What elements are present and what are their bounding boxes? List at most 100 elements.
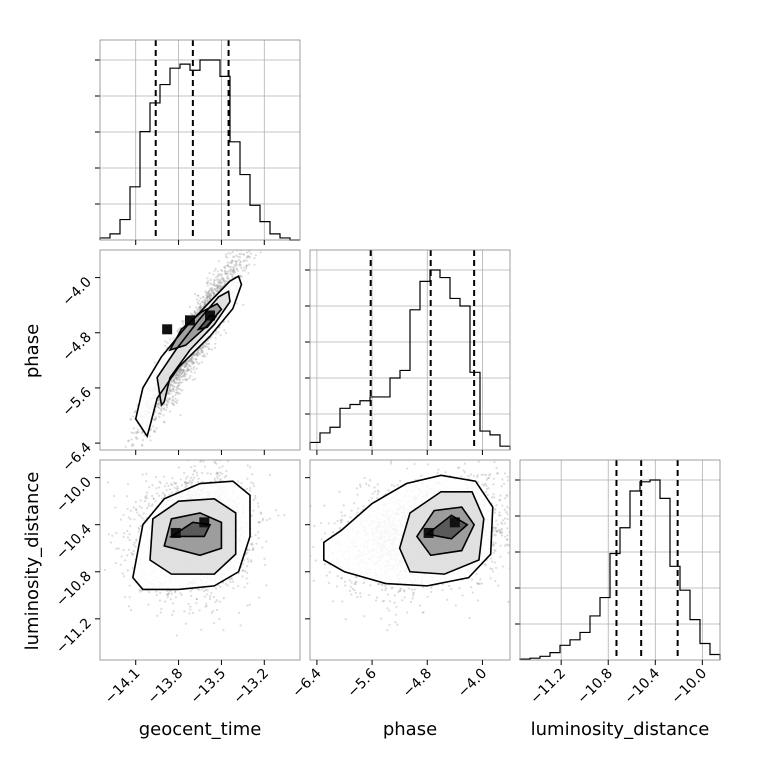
scatter-point xyxy=(244,267,248,270)
scatter-point xyxy=(176,330,180,333)
scatter-point xyxy=(130,438,133,441)
scatter-point xyxy=(160,409,163,412)
scatter-point xyxy=(222,276,225,280)
scatter-point xyxy=(174,374,177,377)
scatter-point xyxy=(203,300,206,303)
scatter-point xyxy=(196,480,199,484)
scatter-point xyxy=(187,364,190,367)
scatter-point xyxy=(250,481,253,484)
scatter-point xyxy=(227,252,230,255)
density-peak-0-2 xyxy=(185,315,195,326)
scatter-point xyxy=(185,482,188,485)
scatter-point xyxy=(202,295,205,298)
scatter-point xyxy=(174,397,177,400)
scatter-point xyxy=(179,376,183,379)
scatter-point xyxy=(249,242,251,244)
scatter-point xyxy=(181,369,185,373)
scatter-point xyxy=(206,296,209,299)
scatter-point xyxy=(167,401,170,404)
scatter-point xyxy=(212,292,215,295)
scatter-point xyxy=(173,389,176,392)
scatter-point xyxy=(215,472,218,475)
scatter-point xyxy=(113,494,116,498)
scatter-point xyxy=(195,598,198,601)
scatter-point xyxy=(169,389,172,393)
scatter-point xyxy=(256,531,260,534)
scatter-point xyxy=(167,484,170,488)
scatter-point xyxy=(178,374,181,377)
scatter-point xyxy=(217,280,220,284)
scatter-point xyxy=(213,292,216,295)
scatter-point xyxy=(153,361,156,364)
scatter-point xyxy=(224,331,228,335)
scatter-point xyxy=(196,352,199,355)
scatter-point xyxy=(258,596,261,599)
scatter-point xyxy=(216,472,219,475)
x-tick-label-luminosity_distance-3: −10.0 xyxy=(669,666,711,708)
scatter-point xyxy=(119,518,122,521)
scatter-point xyxy=(245,265,248,268)
scatter-point xyxy=(232,267,235,270)
scatter-point xyxy=(203,465,206,468)
scatter-point xyxy=(214,587,218,590)
scatter-point xyxy=(184,477,188,480)
scatter-point xyxy=(247,255,250,258)
scatter-point xyxy=(182,369,185,372)
scatter-point xyxy=(177,384,180,388)
scatter-point xyxy=(163,403,166,406)
scatter-point xyxy=(184,480,187,484)
scatter-point xyxy=(134,409,137,412)
scatter-point xyxy=(175,388,178,392)
scatter-point xyxy=(235,263,238,266)
scatter-point xyxy=(246,565,249,568)
scatter-point xyxy=(142,512,145,515)
scatter-point xyxy=(254,254,258,257)
scatter-point xyxy=(181,375,184,378)
scatter-point xyxy=(225,270,228,274)
scatter-point xyxy=(163,485,166,488)
scatter-point xyxy=(94,482,96,484)
density-peak-0-1 xyxy=(162,324,173,335)
scatter-point xyxy=(135,432,138,435)
scatter-point xyxy=(188,305,192,308)
scatter-point xyxy=(175,381,178,384)
scatter-point xyxy=(132,506,135,509)
scatter-point xyxy=(220,268,223,272)
scatter-point xyxy=(252,482,255,485)
scatter-point xyxy=(177,466,181,469)
scatter-point xyxy=(209,294,213,297)
scatter-point xyxy=(186,368,189,371)
scatter-point xyxy=(184,622,187,625)
scatter-point xyxy=(158,480,161,483)
scatter-point xyxy=(179,374,182,377)
scatter-point xyxy=(171,602,175,605)
scatter-point xyxy=(128,584,131,587)
scatter-point xyxy=(254,494,257,498)
scatter-point xyxy=(174,376,178,380)
scatter-point xyxy=(179,369,183,372)
scatter-point xyxy=(158,415,161,418)
scatter-point xyxy=(126,529,129,533)
scatter-point xyxy=(216,290,219,293)
scatter-point xyxy=(231,274,234,277)
scatter-point xyxy=(140,506,143,509)
scatter-point xyxy=(209,292,212,296)
scatter-point xyxy=(215,278,219,281)
scatter-point xyxy=(196,308,199,311)
scatter-point xyxy=(169,384,172,387)
scatter-point xyxy=(136,404,139,407)
scatter-point xyxy=(97,585,99,587)
scatter-point xyxy=(151,494,154,498)
scatter-point xyxy=(216,288,219,291)
scatter-point xyxy=(173,400,176,403)
scatter-point xyxy=(277,514,280,517)
scatter-point xyxy=(167,593,170,596)
scatter-point xyxy=(228,265,231,269)
scatter-point xyxy=(184,481,187,484)
scatter-point xyxy=(127,605,131,608)
scatter-point xyxy=(204,301,207,304)
scatter-point xyxy=(170,380,173,383)
scatter-point xyxy=(231,452,233,454)
scatter-point xyxy=(218,260,221,263)
scatter-point xyxy=(129,417,132,420)
